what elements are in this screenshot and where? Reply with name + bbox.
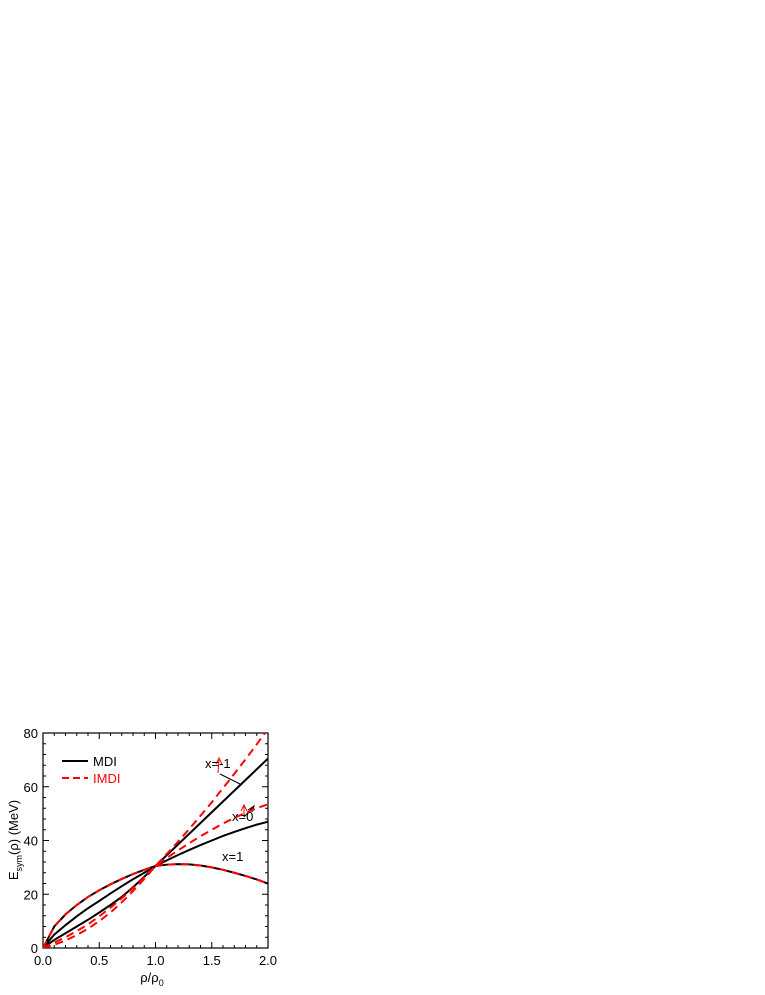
curves xyxy=(43,733,268,948)
annotation: x=-1 xyxy=(205,756,231,771)
x-tick-label: 0.5 xyxy=(90,953,108,968)
line xyxy=(43,820,268,948)
x-tick-label: 1.0 xyxy=(146,953,164,968)
x-label-sub: 0 xyxy=(159,978,164,988)
line xyxy=(43,863,268,948)
y-tick-label: 80 xyxy=(24,726,38,741)
y-axis-label: Esym(ρ) (MeV) xyxy=(6,800,24,880)
x-axis-label: ρ/ρ0 xyxy=(140,970,163,988)
x-tick-label: 2.0 xyxy=(259,953,277,968)
y-tick-label: 20 xyxy=(24,887,38,902)
legend-label: IMDI xyxy=(93,771,120,786)
y-tick-label: 0 xyxy=(31,941,38,956)
x-tick-label: 0.0 xyxy=(34,953,52,968)
y-label-main: E xyxy=(6,871,21,880)
y-label-rest: (ρ) (MeV) xyxy=(6,800,21,855)
x-tick-label: 1.5 xyxy=(203,953,221,968)
line xyxy=(43,803,268,948)
annotation: x=1 xyxy=(222,849,243,864)
y-tick-label: 40 xyxy=(24,834,38,849)
y-label-sub: sym xyxy=(14,855,24,872)
x-label-main: ρ/ρ xyxy=(140,970,158,985)
y-tick-label: 60 xyxy=(24,780,38,795)
legend-label: MDI xyxy=(93,754,117,769)
line xyxy=(43,733,267,948)
